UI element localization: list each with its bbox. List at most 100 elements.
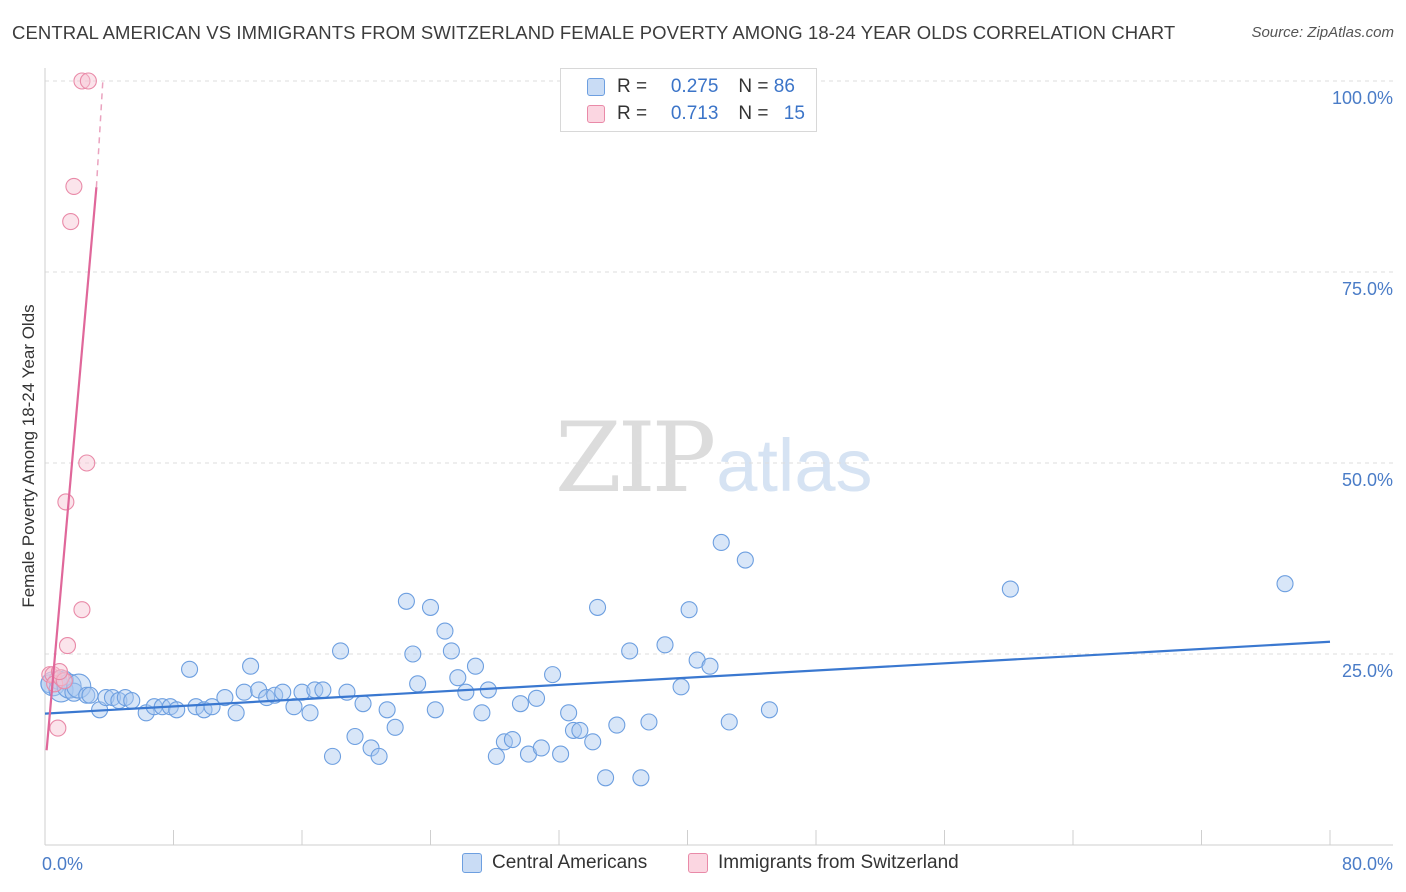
- central-americans-point: [314, 681, 332, 699]
- central-americans-point: [503, 731, 521, 749]
- watermark-zip: ZIP: [555, 402, 716, 514]
- central-americans-point: [426, 701, 444, 719]
- central-americans-point: [466, 657, 485, 675]
- central-americans-point: [203, 698, 221, 716]
- central-americans-point: [242, 657, 260, 675]
- central-americans-point: [354, 695, 372, 713]
- y-tick-label-75: 75.0%: [1342, 279, 1393, 299]
- legend-r-label: R =: [617, 76, 648, 97]
- legend-swatch-pink: [587, 105, 605, 123]
- x-tick-label-max: 80.0%: [1342, 854, 1393, 874]
- central-americans-point: [81, 686, 99, 704]
- central-americans-point: [285, 698, 303, 716]
- central-americans-point: [552, 745, 570, 763]
- bottom-legend-swatch-blue: [462, 853, 482, 873]
- central-americans-point: [457, 683, 475, 701]
- switzerland-point: [57, 493, 75, 511]
- central-americans-point: [560, 704, 578, 722]
- central-americans-point: [680, 601, 698, 619]
- central-americans-point: [1276, 575, 1294, 593]
- central-americans-point: [511, 695, 530, 713]
- switzerland-point: [55, 672, 73, 690]
- central-americans-point: [608, 716, 626, 734]
- central-americans-point: [760, 701, 778, 719]
- central-americans-point: [331, 642, 350, 660]
- central-americans-point: [712, 533, 730, 552]
- chart-title: CENTRAL AMERICAN VS IMMIGRANTS FROM SWIT…: [12, 22, 1176, 43]
- central-americans-point: [588, 598, 607, 616]
- switzerland-point: [50, 663, 69, 681]
- zipatlas-watermark: ZIPatlas: [555, 402, 873, 514]
- central-americans-point: [640, 713, 658, 731]
- central-americans-point: [227, 704, 245, 722]
- switzerland-point: [73, 601, 91, 619]
- central-americans-trendline: [44, 640, 1331, 715]
- y-axis-label: Female Poverty Among 18-24 Year Olds: [19, 304, 38, 607]
- legend-n-value: 15: [783, 103, 805, 124]
- legend-n-value: 86: [773, 76, 795, 97]
- legend-r-value: 0.275: [670, 76, 719, 97]
- central-americans-point: [397, 592, 415, 610]
- central-americans-point: [701, 657, 719, 675]
- x-tick-label-min: 0.0%: [42, 854, 83, 874]
- central-americans-point: [544, 666, 562, 684]
- central-americans-point: [632, 769, 650, 787]
- central-americans-point: [301, 704, 319, 722]
- switzerland-point: [73, 72, 91, 90]
- central-americans-points: [40, 533, 1294, 787]
- bottom-legend-label: Central Americans: [492, 852, 648, 873]
- central-americans-point: [571, 721, 589, 739]
- central-americans-point: [473, 704, 491, 722]
- switzerland-point: [62, 213, 80, 231]
- watermark-atlas: atlas: [716, 424, 873, 507]
- central-americans-point: [168, 701, 186, 719]
- legend-row-switzerland: R = 0.713 N = 15: [587, 101, 805, 127]
- central-americans-point: [656, 636, 674, 654]
- central-americans-point: [449, 669, 467, 687]
- bottom-legend-label: Immigrants from Switzerland: [718, 852, 959, 873]
- source-label: Source: ZipAtlas.com: [1251, 24, 1394, 41]
- central-americans-point: [235, 683, 253, 701]
- central-americans-point: [597, 769, 615, 787]
- central-americans-point: [386, 718, 404, 736]
- central-americans-point: [123, 692, 141, 710]
- bottom-legend-central-americans: Central Americans: [462, 852, 647, 874]
- switzerland-point: [65, 177, 83, 195]
- switzerland-point: [58, 637, 77, 655]
- central-americans-point: [346, 727, 364, 746]
- correlation-legend: R = 0.275 N = 86 R = 0.713 N = 15: [560, 68, 817, 132]
- central-americans-point: [672, 678, 690, 696]
- switzerland-point: [78, 454, 96, 472]
- central-americans-point: [404, 645, 422, 663]
- central-americans-point: [421, 598, 440, 616]
- y-tick-label-25: 25.0%: [1342, 661, 1393, 681]
- switzerland-point: [79, 72, 97, 90]
- central-americans-point: [409, 675, 427, 693]
- central-americans-point: [436, 622, 454, 640]
- central-americans-point: [97, 688, 115, 707]
- central-americans-point: [378, 701, 396, 719]
- legend-row-central-americans: R = 0.275 N = 86: [587, 74, 795, 100]
- central-americans-point: [442, 642, 460, 660]
- legend-r-value: 0.713: [670, 103, 719, 124]
- y-tick-label-50: 50.0%: [1342, 470, 1393, 490]
- central-americans-point: [181, 660, 199, 678]
- legend-r-label: R =: [617, 103, 648, 124]
- central-americans-point: [1001, 580, 1019, 598]
- switzerland-points: [41, 72, 97, 737]
- central-americans-point: [487, 747, 505, 765]
- trendlines: [44, 80, 1331, 751]
- central-americans-point: [323, 747, 342, 765]
- central-americans-point: [736, 551, 754, 569]
- gridlines: [45, 80, 1393, 655]
- central-americans-point: [584, 733, 602, 751]
- y-tick-label-100: 100.0%: [1332, 88, 1393, 108]
- central-americans-point: [532, 739, 550, 757]
- central-americans-point: [216, 688, 234, 707]
- central-americans-point: [621, 642, 639, 660]
- central-americans-point: [564, 721, 583, 739]
- bottom-legend-switzerland: Immigrants from Switzerland: [688, 852, 959, 874]
- switzerland-trendline: [45, 187, 98, 751]
- axes: [44, 68, 1393, 846]
- bottom-legend-swatch-pink: [688, 853, 708, 873]
